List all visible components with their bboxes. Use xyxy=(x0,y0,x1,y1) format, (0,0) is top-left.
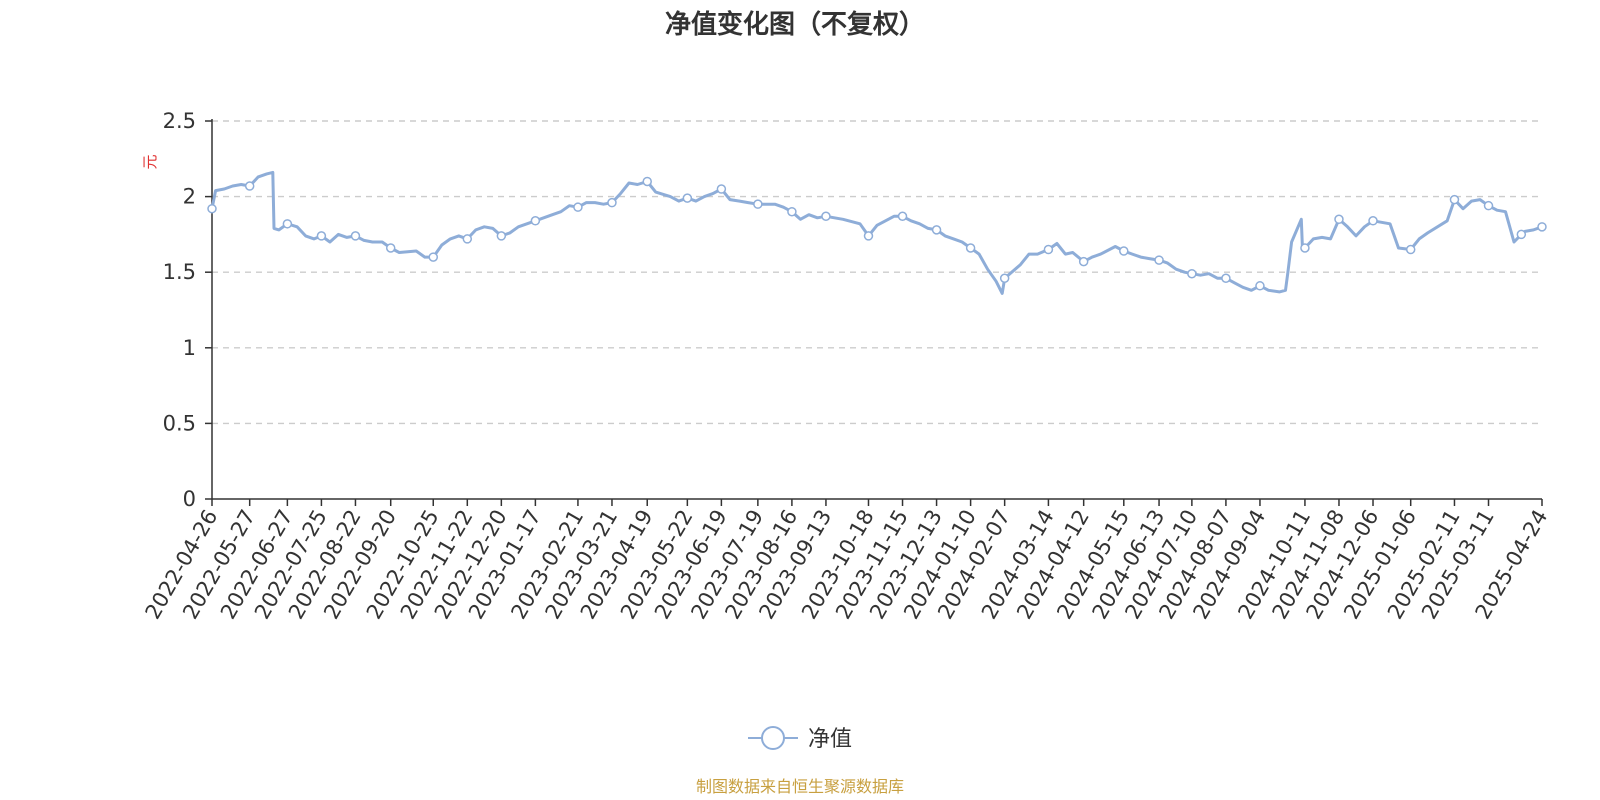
data-point[interactable] xyxy=(1368,216,1378,226)
data-point[interactable] xyxy=(1043,244,1054,255)
legend[interactable]: 净值 xyxy=(748,726,852,752)
y-tick-label: 1.5 xyxy=(163,260,196,284)
data-point[interactable] xyxy=(316,231,327,241)
data-point[interactable] xyxy=(350,231,361,241)
x-tick-labels: 2022-04-262022-05-272022-06-272022-07-25… xyxy=(141,505,1553,623)
data-point[interactable] xyxy=(1405,244,1416,255)
data-point[interactable] xyxy=(1221,273,1231,283)
data-point[interactable] xyxy=(1300,243,1310,253)
data-point[interactable] xyxy=(897,211,908,222)
data-point[interactable] xyxy=(530,216,541,226)
legend-marker-swatch xyxy=(761,726,785,750)
data-point[interactable] xyxy=(1449,194,1460,205)
data-point[interactable] xyxy=(207,203,217,214)
data-point[interactable] xyxy=(1334,214,1344,225)
data-point[interactable] xyxy=(1119,246,1129,256)
data-point[interactable] xyxy=(1537,222,1547,232)
y-tick-label: 0.5 xyxy=(163,411,196,435)
data-point[interactable] xyxy=(244,181,255,191)
data-point[interactable] xyxy=(1154,255,1164,265)
data-point[interactable] xyxy=(462,234,473,244)
data-point[interactable] xyxy=(496,231,507,241)
data-point[interactable] xyxy=(682,193,693,203)
data-point[interactable] xyxy=(385,243,396,253)
series-net-value xyxy=(210,170,1544,295)
data-point[interactable] xyxy=(965,243,976,253)
data-point[interactable] xyxy=(573,202,583,212)
data-point[interactable] xyxy=(821,211,831,222)
data-point[interactable] xyxy=(753,199,763,209)
data-point[interactable] xyxy=(931,225,942,235)
y-axis-label: 元 xyxy=(141,154,159,169)
y-tick-label: 2 xyxy=(183,185,196,209)
data-point[interactable] xyxy=(787,206,797,217)
grid-lines xyxy=(212,120,1542,425)
legend-label: 净值 xyxy=(808,727,852,752)
data-point[interactable] xyxy=(642,176,652,187)
axes xyxy=(205,119,1543,506)
data-point[interactable] xyxy=(1483,200,1494,211)
y-tick-label: 2.5 xyxy=(163,109,196,133)
data-point[interactable] xyxy=(428,252,439,262)
data-point[interactable] xyxy=(1255,281,1265,291)
data-point[interactable] xyxy=(607,197,617,208)
data-point[interactable] xyxy=(282,219,293,229)
data-point[interactable] xyxy=(1516,229,1527,240)
series-markers xyxy=(207,176,1547,291)
y-tick-labels: 0 0.5 1 1.5 2 2.5 xyxy=(163,109,196,511)
data-point[interactable] xyxy=(999,273,1010,283)
series-line xyxy=(210,170,1544,295)
y-tick-label: 1 xyxy=(183,336,196,360)
data-source-note: 制图数据来自恒生聚源数据库 xyxy=(696,777,904,796)
data-point[interactable] xyxy=(863,231,874,241)
data-point[interactable] xyxy=(1187,268,1197,279)
data-point[interactable] xyxy=(716,184,727,194)
y-tick-label: 0 xyxy=(183,487,196,511)
data-point[interactable] xyxy=(1078,256,1089,267)
chart-title: 净值变化图（不复权） xyxy=(665,9,925,40)
